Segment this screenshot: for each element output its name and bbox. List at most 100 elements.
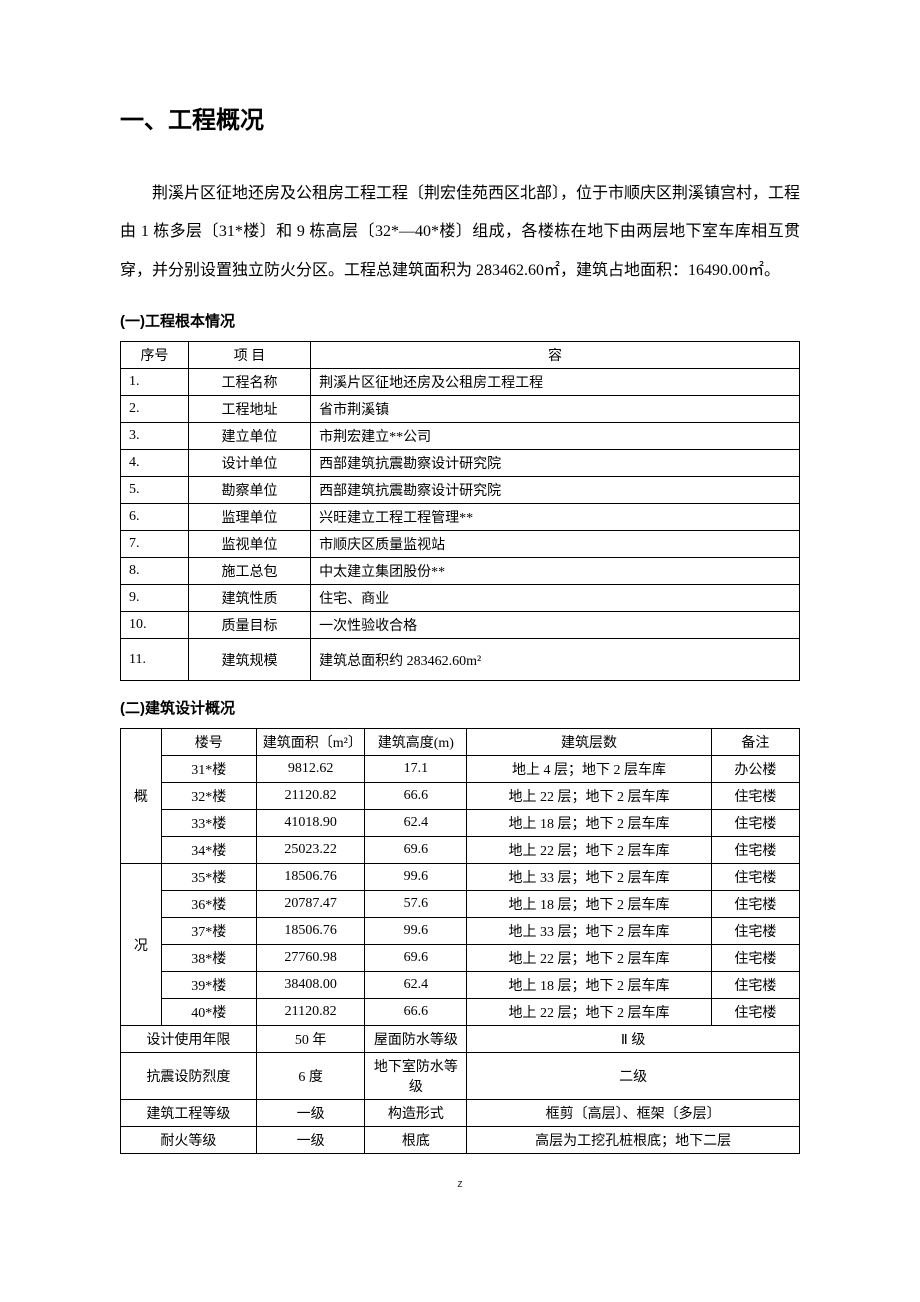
cell-item: 设计单位 [188, 450, 310, 477]
section1-title: (一)工程根本情况 [120, 310, 800, 331]
table-row: 34*楼25023.2269.6地上 22 层；地下 2 层车库住宅楼 [121, 837, 800, 864]
cell-remark: 住宅楼 [711, 864, 799, 891]
cell-floors: 地上 33 层；地下 2 层车库 [467, 918, 711, 945]
cell-seq: 4. [121, 450, 189, 477]
cell-area: 25023.22 [256, 837, 365, 864]
cell-item: 工程名称 [188, 369, 310, 396]
cell-seq: 10. [121, 612, 189, 639]
cell-remark: 住宅楼 [711, 891, 799, 918]
cell-area: 18506.76 [256, 918, 365, 945]
table-row: 7.监视单位市顺庆区质量监视站 [121, 531, 800, 558]
cell-content: 市荆宏建立**公司 [311, 423, 800, 450]
cell-seq: 8. [121, 558, 189, 585]
cell-item: 勘察单位 [188, 477, 310, 504]
cell-remark: 住宅楼 [711, 972, 799, 999]
cell-value: 一级 [256, 1100, 365, 1127]
cell-content: 中太建立集团股份** [311, 558, 800, 585]
cell-building: 32*楼 [161, 783, 256, 810]
cell-value: 50 年 [256, 1026, 365, 1053]
table-row: 40*楼21120.8266.6地上 22 层；地下 2 层车库住宅楼 [121, 999, 800, 1026]
table-row: 建筑工程等级一级构造形式框剪〔高层〕、框架〔多层〕 [121, 1100, 800, 1127]
cell-value: 一级 [256, 1127, 365, 1154]
cell-key: 地下室防水等级 [365, 1053, 467, 1100]
cell-remark: 住宅楼 [711, 918, 799, 945]
cell-area: 21120.82 [256, 783, 365, 810]
cell-item: 施工总包 [188, 558, 310, 585]
cell-floors: 地上 18 层；地下 2 层车库 [467, 972, 711, 999]
cell-seq: 3. [121, 423, 189, 450]
cell-seq: 1. [121, 369, 189, 396]
cell-building: 38*楼 [161, 945, 256, 972]
table-row: 8.施工总包中太建立集团股份** [121, 558, 800, 585]
cell-area: 41018.90 [256, 810, 365, 837]
cell-floors: 地上 33 层；地下 2 层车库 [467, 864, 711, 891]
page-footer: z [120, 1178, 800, 1190]
cell-floors: 地上 22 层；地下 2 层车库 [467, 945, 711, 972]
table-row: 32*楼21120.8266.6地上 22 层；地下 2 层车库住宅楼 [121, 783, 800, 810]
cell-item: 建立单位 [188, 423, 310, 450]
side-label-bottom: 况 [121, 864, 162, 1026]
cell-height: 66.6 [365, 999, 467, 1026]
cell-item: 监理单位 [188, 504, 310, 531]
cell-remark: 住宅楼 [711, 810, 799, 837]
cell-seq: 9. [121, 585, 189, 612]
cell-height: 62.4 [365, 810, 467, 837]
col-content: 容 [311, 342, 800, 369]
cell-value: 二级 [467, 1053, 800, 1100]
cell-key: 构造形式 [365, 1100, 467, 1127]
cell-seq: 11. [121, 639, 189, 681]
table-header-row: 序号 项 目 容 [121, 342, 800, 369]
col-item: 项 目 [188, 342, 310, 369]
col-height: 建筑高度(m) [365, 729, 467, 756]
cell-floors: 地上 18 层；地下 2 层车库 [467, 891, 711, 918]
table-row: 11.建筑规模建筑总面积约 283462.60m² [121, 639, 800, 681]
side-label-top: 概 [121, 729, 162, 864]
cell-height: 69.6 [365, 945, 467, 972]
main-heading: 一、工程概况 [120, 100, 800, 135]
cell-building: 31*楼 [161, 756, 256, 783]
table-row: 36*楼20787.4757.6地上 18 层；地下 2 层车库住宅楼 [121, 891, 800, 918]
table-row: 33*楼41018.9062.4地上 18 层；地下 2 层车库住宅楼 [121, 810, 800, 837]
cell-key: 建筑工程等级 [121, 1100, 257, 1127]
cell-content: 西部建筑抗震勘察设计研究院 [311, 450, 800, 477]
table-row: 3.建立单位市荆宏建立**公司 [121, 423, 800, 450]
col-area: 建筑面积〔m²〕 [256, 729, 365, 756]
table-row: 6.监理单位兴旺建立工程工程管理** [121, 504, 800, 531]
table-row: 耐火等级一级根底高层为工挖孔桩根底；地下二层 [121, 1127, 800, 1154]
cell-height: 62.4 [365, 972, 467, 999]
cell-area: 27760.98 [256, 945, 365, 972]
cell-content: 一次性验收合格 [311, 612, 800, 639]
cell-area: 21120.82 [256, 999, 365, 1026]
table-header-row: 概楼号建筑面积〔m²〕建筑高度(m)建筑层数备注 [121, 729, 800, 756]
cell-key: 抗震设防烈度 [121, 1053, 257, 1100]
cell-value: 6 度 [256, 1053, 365, 1100]
cell-area: 38408.00 [256, 972, 365, 999]
section2-title: (二)建筑设计概况 [120, 697, 800, 718]
cell-item: 工程地址 [188, 396, 310, 423]
table-row: 5.勘察单位西部建筑抗震勘察设计研究院 [121, 477, 800, 504]
cell-seq: 2. [121, 396, 189, 423]
cell-area: 18506.76 [256, 864, 365, 891]
table-row: 1.工程名称荆溪片区征地还房及公租房工程工程 [121, 369, 800, 396]
cell-height: 66.6 [365, 783, 467, 810]
cell-content: 建筑总面积约 283462.60m² [311, 639, 800, 681]
cell-key: 耐火等级 [121, 1127, 257, 1154]
table-row: 9.建筑性质住宅、商业 [121, 585, 800, 612]
cell-content: 荆溪片区征地还房及公租房工程工程 [311, 369, 800, 396]
cell-building: 37*楼 [161, 918, 256, 945]
cell-seq: 5. [121, 477, 189, 504]
cell-content: 兴旺建立工程工程管理** [311, 504, 800, 531]
cell-floors: 地上 22 层；地下 2 层车库 [467, 837, 711, 864]
table-row: 38*楼27760.9869.6地上 22 层；地下 2 层车库住宅楼 [121, 945, 800, 972]
cell-remark: 住宅楼 [711, 999, 799, 1026]
col-remark: 备注 [711, 729, 799, 756]
table-row: 4.设计单位西部建筑抗震勘察设计研究院 [121, 450, 800, 477]
intro-paragraph: 荆溪片区征地还房及公租房工程工程〔荆宏佳苑西区北部〕，位于市顺庆区荆溪镇宫村，工… [120, 175, 800, 290]
table-row: 2.工程地址省市荆溪镇 [121, 396, 800, 423]
cell-key: 根底 [365, 1127, 467, 1154]
basic-info-table: 序号 项 目 容 1.工程名称荆溪片区征地还房及公租房工程工程2.工程地址省市荆… [120, 341, 800, 681]
table-row: 31*楼9812.6217.1地上 4 层；地下 2 层车库办公楼 [121, 756, 800, 783]
cell-remark: 办公楼 [711, 756, 799, 783]
cell-seq: 6. [121, 504, 189, 531]
col-building: 楼号 [161, 729, 256, 756]
